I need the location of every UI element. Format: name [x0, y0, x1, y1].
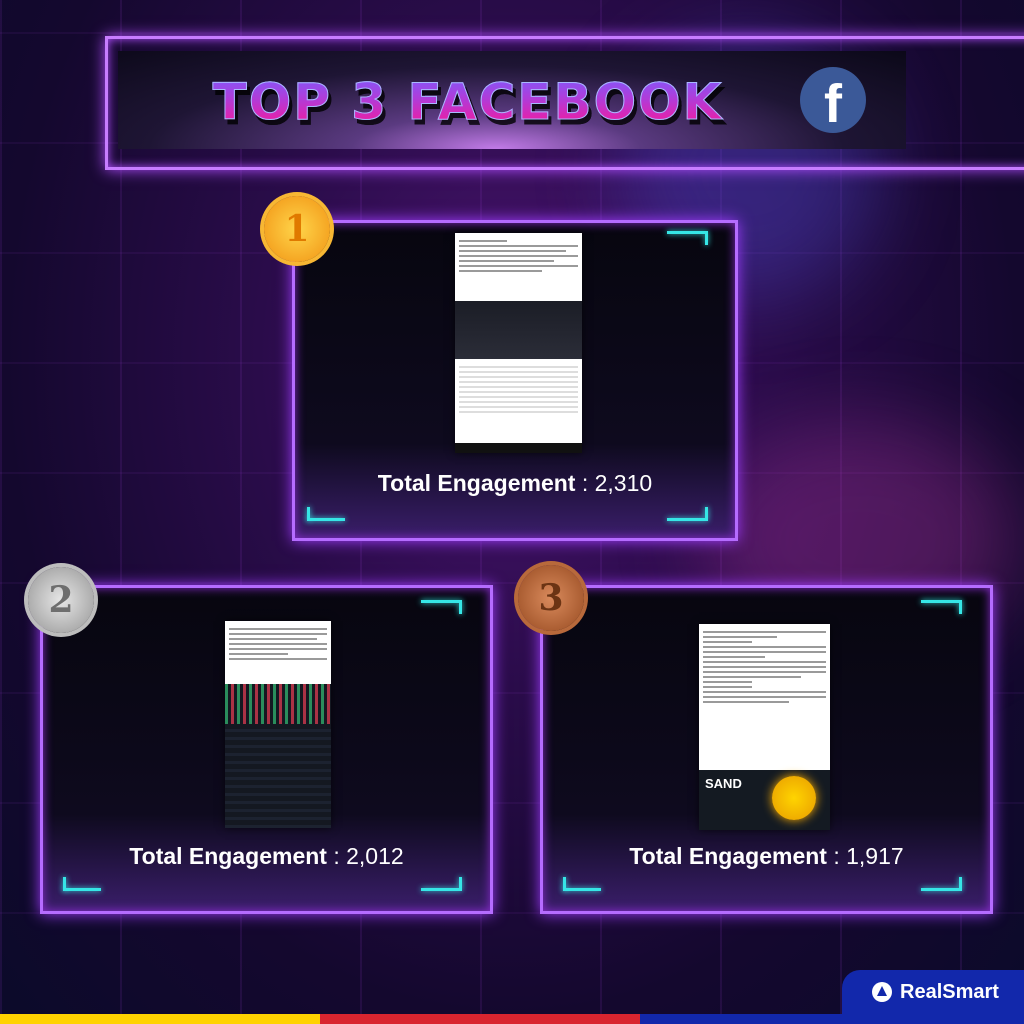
post-image-content [229, 638, 318, 640]
post-image-content [703, 646, 826, 648]
engagement-text: Total Engagement : 2,310 [377, 470, 653, 496]
post-image-content [699, 624, 830, 772]
post-image-content [703, 651, 826, 653]
post-image-content [455, 443, 582, 453]
bronze-medal-icon: 3 [518, 565, 584, 631]
neon-corner-accent [307, 507, 310, 521]
post-image-content [703, 691, 826, 693]
post-image-content [459, 406, 578, 408]
post-image-content [459, 245, 578, 247]
post-image-content [459, 250, 567, 252]
engagement-text: Total Engagement : 2,012 [129, 843, 404, 869]
neon-corner-accent [921, 600, 959, 603]
post-image-content [459, 396, 578, 398]
post-image-content [459, 371, 578, 373]
post-image-content [459, 381, 578, 383]
post-image-content [459, 376, 578, 378]
post-image-content [455, 233, 582, 301]
post-image-content [703, 681, 753, 683]
post-image-content [703, 696, 826, 698]
neon-corner-accent [63, 888, 101, 891]
post-image[interactable] [455, 233, 582, 453]
post-image-content [459, 255, 578, 257]
post-image-content [229, 648, 327, 650]
post-image-text: SAND [705, 776, 742, 791]
post-image-content [703, 666, 826, 668]
post-image-content [455, 301, 582, 359]
footer-stripe-red [320, 1014, 640, 1024]
post-image-content: SAND [699, 770, 830, 830]
post-image-content [703, 686, 753, 688]
post-image-content [229, 658, 327, 660]
post-image[interactable]: SAND [699, 624, 830, 830]
neon-corner-accent [563, 888, 601, 891]
neon-corner-accent [459, 877, 462, 891]
facebook-icon: f [800, 67, 866, 134]
footer-stripe-yellow [0, 1014, 320, 1024]
post-image-content [459, 265, 578, 267]
post-image[interactable] [225, 621, 331, 828]
post-image-content [229, 653, 288, 655]
neon-corner-accent [563, 877, 566, 891]
post-image-content [229, 628, 327, 630]
engagement-text: Total Engagement : 1,917 [629, 843, 904, 869]
post-image-content [703, 636, 777, 638]
neon-corner-accent [959, 600, 962, 614]
neon-corner-accent [667, 231, 705, 234]
post-image-content [229, 643, 327, 645]
post-image-content [455, 359, 582, 420]
coin-icon [772, 776, 816, 820]
neon-corner-accent [959, 877, 962, 891]
post-image-content [459, 391, 578, 393]
post-image-content [703, 631, 826, 633]
neon-corner-accent [705, 231, 708, 245]
gold-medal-icon: 1 [264, 196, 330, 262]
footer-stripe-blue [640, 1014, 1024, 1024]
post-image-content [459, 270, 543, 272]
post-image-content [703, 656, 765, 658]
title-frame [105, 36, 1024, 170]
neon-corner-accent [667, 518, 705, 521]
post-image-content [459, 401, 578, 403]
post-card-3: SAND Total Engagement : 1,917 [540, 585, 993, 914]
neon-corner-accent [459, 600, 462, 614]
post-image-content [225, 621, 331, 684]
realsmart-logo-icon [872, 982, 892, 1002]
post-image-content [703, 661, 826, 663]
post-image-content [703, 671, 826, 673]
silver-medal-icon: 2 [28, 567, 94, 633]
neon-corner-accent [921, 888, 959, 891]
post-card-2: Total Engagement : 2,012 [40, 585, 493, 914]
neon-corner-accent [705, 507, 708, 521]
neon-corner-accent [421, 888, 459, 891]
post-image-content [229, 633, 327, 635]
page-title: TOP 3 FACEBOOK [118, 73, 818, 132]
post-image-content [225, 724, 331, 828]
brand-logo: RealSmart [842, 970, 1024, 1014]
post-image-content [225, 684, 331, 724]
post-image-content [459, 240, 507, 242]
post-card-1: Total Engagement : 2,310 [292, 220, 738, 541]
post-image-content [703, 641, 753, 643]
neon-corner-accent [421, 600, 459, 603]
brand-name: RealSmart [900, 981, 999, 1003]
neon-corner-accent [307, 518, 345, 521]
post-image-content [459, 260, 555, 262]
neon-corner-accent [63, 877, 66, 891]
post-image-content [459, 411, 578, 413]
post-image-content [459, 366, 578, 368]
title-banner: TOP 3 FACEBOOK f [118, 51, 906, 149]
post-image-content [459, 386, 578, 388]
post-image-content [703, 701, 790, 703]
post-image-content [703, 676, 802, 678]
